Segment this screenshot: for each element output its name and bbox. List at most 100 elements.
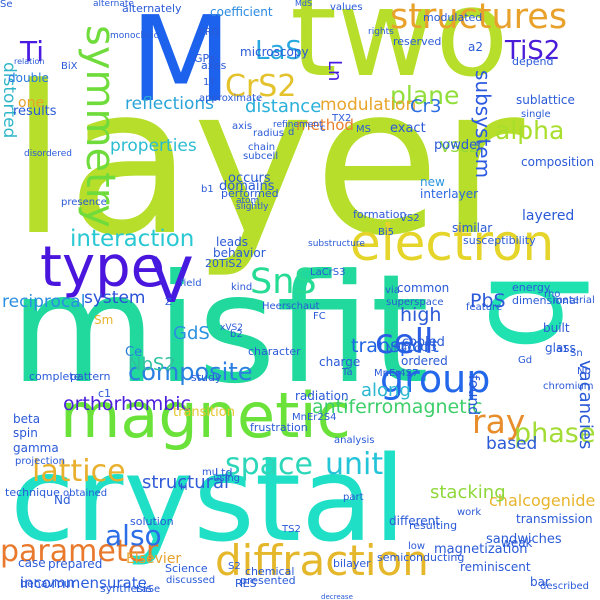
cloud-word: synthesis	[100, 582, 152, 595]
cloud-word: sublattice	[516, 93, 575, 107]
cloud-word: microscopy	[240, 45, 309, 59]
cloud-word: Z	[165, 297, 172, 308]
cloud-word: Nd	[54, 493, 71, 507]
cloud-word: cooled	[402, 335, 445, 350]
cloud-word: coefficient	[210, 5, 273, 19]
cloud-word: powder	[434, 138, 483, 153]
cloud-word: group	[380, 357, 491, 401]
cloud-word: semiconducting	[377, 551, 465, 564]
cloud-word: interaction	[70, 226, 195, 252]
cloud-word: magnetic	[60, 379, 351, 452]
cloud-word: axis	[232, 121, 253, 132]
cloud-word: refinement	[273, 120, 323, 130]
cloud-word: XRD	[198, 27, 220, 38]
cloud-word: mu	[202, 467, 219, 478]
cloud-word: gamma	[13, 441, 59, 455]
cloud-word: double	[8, 71, 49, 85]
cloud-word: NbS2	[128, 354, 176, 375]
cloud-word: formation	[353, 208, 407, 221]
cloud-word: superspace	[386, 297, 444, 308]
cloud-word: electron	[350, 214, 555, 272]
cloud-word: structures	[390, 0, 568, 37]
cloud-word: leads	[216, 235, 248, 249]
cloud-word: complete	[29, 370, 81, 383]
cloud-word: S2	[228, 561, 241, 572]
cloud-word: prepared	[48, 557, 103, 571]
cloud-word: obtained	[63, 488, 108, 499]
cloud-word: c1	[98, 387, 112, 400]
cloud-word: susceptibility	[463, 234, 536, 247]
cloud-word: energy	[512, 281, 551, 294]
cloud-word: ordered	[401, 354, 448, 368]
cloud-word: resulting	[409, 519, 458, 532]
cloud-word: material	[553, 295, 595, 306]
cloud-word: single	[521, 109, 551, 120]
cloud-word: values	[330, 2, 363, 13]
cloud-word: antiferromagnetic	[312, 396, 483, 418]
cloud-word: rights	[368, 27, 394, 37]
cloud-word: depend	[512, 55, 554, 68]
cloud-word: composition	[521, 155, 595, 169]
cloud-word: Heerschaut	[262, 301, 320, 312]
cloud-word: c	[320, 123, 326, 134]
cloud-word: chain	[248, 142, 276, 153]
cloud-word: RES	[235, 577, 257, 590]
cloud-word: 20TiS2	[205, 257, 243, 270]
cloud-word: discussed	[166, 575, 216, 586]
cloud-word: chalcogenide	[489, 491, 596, 510]
cloud-word: technique	[5, 486, 60, 499]
cloud-word: Sn	[570, 348, 583, 359]
cloud-word: alternately	[122, 2, 182, 15]
cloud-word: CrS2	[225, 69, 297, 104]
cloud-word: kind	[231, 282, 253, 293]
cloud-word: performed	[221, 187, 279, 200]
cloud-word: reciprocal	[2, 292, 86, 312]
cloud-word: bilayer	[333, 557, 371, 570]
cloud-word: H	[180, 482, 188, 493]
cloud-word: work	[457, 507, 482, 518]
cloud-word: presented	[240, 574, 296, 587]
cloud-word: TS2	[282, 524, 301, 535]
cloud-word: diffraction	[215, 536, 429, 585]
cloud-word: VS2	[400, 213, 420, 224]
cloud-word: GPa	[194, 52, 216, 65]
cloud-word: glass	[545, 341, 576, 355]
cloud-word: relation	[14, 57, 45, 66]
cloud-word: weak	[501, 536, 533, 550]
cloud-word: subsystem	[471, 70, 495, 179]
cloud-word: approximate	[199, 93, 263, 104]
cloud-word: b2	[230, 329, 243, 340]
cloud-word: charge	[319, 355, 361, 369]
cloud-word: low	[408, 541, 426, 552]
cloud-word: NH4CdCl3	[386, 343, 437, 354]
cloud-word: system	[84, 288, 146, 308]
cloud-word: frustration	[250, 421, 308, 434]
cloud-word: Cr3	[410, 96, 442, 117]
cloud-word: chemical	[245, 565, 295, 578]
cloud-word: interlayer	[420, 187, 479, 201]
cloud-word: decrease	[321, 593, 353, 600]
cloud-word: based	[486, 434, 538, 454]
cloud-word: substructure	[308, 239, 365, 249]
cloud-word: chromium	[543, 381, 594, 392]
cloud-word: domains	[219, 179, 275, 194]
cloud-word: Ln	[324, 60, 345, 82]
cloud-word: misfit	[10, 243, 430, 417]
cloud-word: transport	[351, 335, 439, 357]
cloud-word: slightly	[236, 202, 269, 212]
cloud-word: axes	[201, 59, 227, 72]
cloud-word: 1T	[203, 77, 216, 88]
cloud-word: monoclinic	[110, 31, 159, 41]
cloud-word: atom	[236, 196, 260, 206]
cloud-word: cell	[375, 322, 434, 362]
cloud-word: case	[18, 556, 46, 570]
cloud-word: bar	[530, 575, 550, 589]
cloud-word: xVS2	[220, 323, 243, 333]
cloud-word: study	[191, 371, 222, 384]
cloud-word: along	[361, 380, 411, 401]
cloud-word: rho	[544, 289, 561, 300]
cloud-word: layer	[10, 43, 525, 281]
cloud-word: ray	[472, 402, 526, 441]
cloud-word: character	[248, 345, 301, 358]
